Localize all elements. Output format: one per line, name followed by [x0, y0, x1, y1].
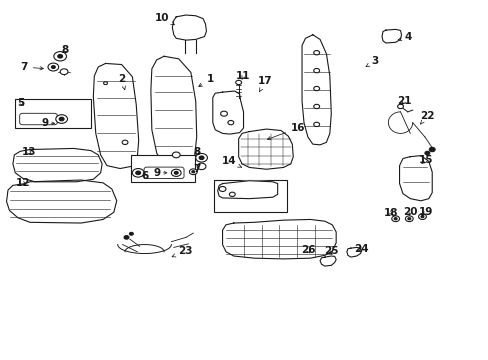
Circle shape — [174, 171, 178, 174]
Circle shape — [56, 115, 67, 123]
Text: 24: 24 — [353, 244, 368, 254]
Bar — [15, 99, 91, 128]
Text: 10: 10 — [154, 13, 174, 25]
Text: 15: 15 — [418, 155, 432, 165]
Polygon shape — [151, 56, 196, 166]
Circle shape — [397, 104, 403, 109]
Circle shape — [171, 169, 181, 176]
FancyBboxPatch shape — [144, 167, 183, 179]
Circle shape — [103, 82, 107, 85]
Polygon shape — [222, 220, 335, 259]
Text: 20: 20 — [402, 207, 417, 217]
Text: 26: 26 — [300, 245, 314, 255]
Bar — [131, 155, 194, 182]
Text: 8: 8 — [61, 45, 68, 55]
Polygon shape — [346, 247, 361, 257]
Circle shape — [58, 54, 62, 58]
Circle shape — [313, 122, 319, 127]
Polygon shape — [6, 180, 117, 223]
Text: 8: 8 — [193, 147, 200, 157]
Circle shape — [172, 152, 180, 158]
Text: 21: 21 — [396, 96, 411, 106]
Text: 9: 9 — [153, 168, 160, 178]
Circle shape — [391, 216, 399, 222]
Polygon shape — [13, 148, 102, 182]
Circle shape — [393, 218, 396, 220]
Text: 7: 7 — [193, 163, 200, 174]
Circle shape — [122, 140, 128, 144]
Text: 9: 9 — [41, 118, 48, 128]
Polygon shape — [238, 129, 293, 169]
Text: 18: 18 — [383, 208, 397, 218]
Circle shape — [60, 69, 68, 75]
Circle shape — [124, 235, 129, 239]
Text: 19: 19 — [418, 207, 432, 217]
Circle shape — [313, 86, 319, 91]
Text: 1: 1 — [198, 74, 214, 86]
Circle shape — [51, 66, 55, 68]
Circle shape — [199, 156, 203, 159]
Circle shape — [235, 80, 241, 85]
Text: 2: 2 — [118, 74, 125, 90]
Circle shape — [313, 68, 319, 73]
Text: 11: 11 — [236, 71, 250, 81]
Circle shape — [424, 151, 429, 155]
Circle shape — [229, 192, 235, 197]
Text: 23: 23 — [172, 246, 192, 257]
Circle shape — [428, 147, 434, 152]
Text: 16: 16 — [267, 123, 305, 140]
Circle shape — [191, 171, 194, 173]
Circle shape — [136, 171, 141, 175]
Text: 6: 6 — [141, 171, 148, 181]
Circle shape — [59, 117, 64, 121]
Text: 5: 5 — [18, 98, 25, 108]
Circle shape — [195, 153, 207, 162]
Circle shape — [129, 232, 133, 235]
Circle shape — [420, 216, 423, 218]
Polygon shape — [320, 256, 335, 266]
Text: 12: 12 — [15, 178, 30, 188]
Circle shape — [197, 163, 205, 170]
Circle shape — [132, 168, 144, 177]
Polygon shape — [172, 15, 206, 40]
Circle shape — [227, 121, 233, 125]
Circle shape — [405, 216, 412, 222]
Polygon shape — [217, 181, 277, 199]
Polygon shape — [93, 63, 139, 168]
Polygon shape — [212, 91, 243, 134]
Circle shape — [313, 50, 319, 55]
Text: 25: 25 — [324, 246, 338, 256]
Text: 14: 14 — [221, 156, 241, 167]
Bar — [214, 180, 287, 212]
Polygon shape — [381, 30, 401, 43]
Polygon shape — [302, 35, 330, 145]
Circle shape — [220, 111, 227, 116]
Circle shape — [48, 63, 59, 71]
Circle shape — [407, 218, 410, 220]
Text: 3: 3 — [366, 56, 378, 67]
Circle shape — [418, 214, 426, 220]
Text: 7: 7 — [20, 62, 43, 72]
FancyBboxPatch shape — [20, 113, 57, 125]
Circle shape — [219, 186, 225, 192]
Polygon shape — [399, 156, 431, 201]
Circle shape — [54, 51, 66, 61]
Circle shape — [313, 104, 319, 109]
Text: 22: 22 — [419, 111, 434, 124]
Text: 13: 13 — [21, 147, 36, 157]
Text: 4: 4 — [397, 32, 411, 42]
Circle shape — [189, 169, 197, 175]
Text: 17: 17 — [258, 76, 272, 92]
